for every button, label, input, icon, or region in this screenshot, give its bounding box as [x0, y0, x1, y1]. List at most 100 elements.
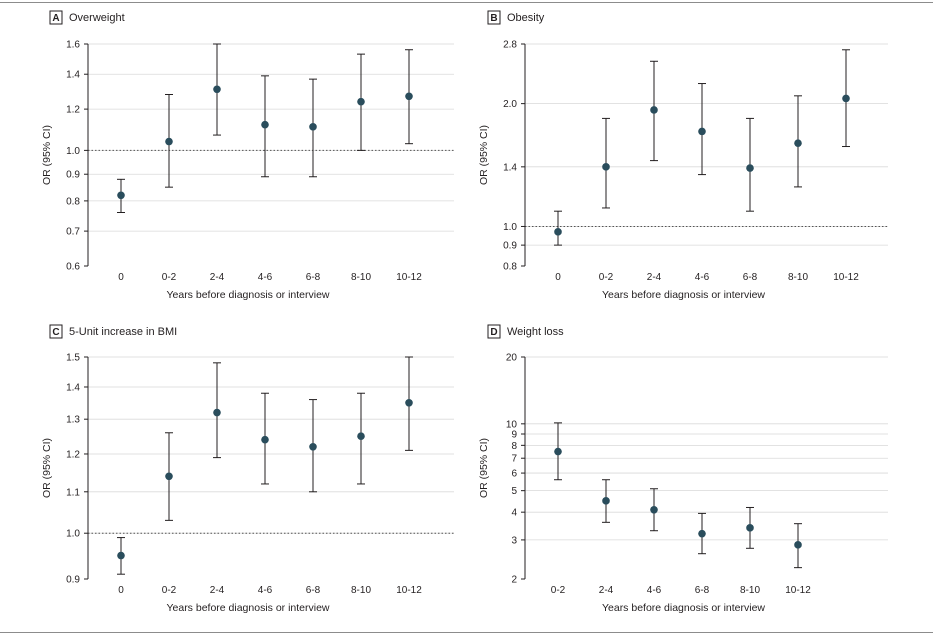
y-tick-label: 1.1: [66, 487, 80, 498]
y-tick-label: 1.2: [66, 449, 80, 460]
y-tick-label: 1.0: [503, 222, 517, 233]
x-tick-label: 8-10: [788, 272, 808, 283]
data-point: [554, 228, 562, 236]
panel-title: Weight loss: [507, 326, 564, 338]
data-point: [117, 191, 125, 200]
data-point: [165, 472, 173, 481]
data-point: [602, 497, 610, 505]
data-point: [357, 432, 365, 441]
x-tick-label: 0-2: [599, 272, 614, 283]
x-tick-label: 8-10: [740, 585, 760, 596]
x-tick-label: 6-8: [306, 272, 321, 283]
x-tick-label: 0: [118, 585, 124, 596]
x-axis-label: Years before diagnosis or interview: [166, 602, 329, 614]
panel-letter: A: [52, 13, 59, 24]
x-tick-label: 4-6: [258, 585, 273, 596]
x-tick-label: 2-4: [210, 585, 225, 596]
data-point: [213, 85, 221, 94]
x-tick-label: 10-12: [396, 272, 422, 283]
data-point: [746, 164, 754, 172]
y-tick-label: 1.0: [66, 146, 80, 157]
x-tick-label: 0: [118, 272, 124, 283]
panel-a: A Overweight 0.6 0.7 0.8 0.9 1.0 1.2 1.4 1.6 0 0-2 2…: [41, 10, 454, 301]
x-axis-label: Years before diagnosis or interview: [602, 289, 765, 301]
y-tick-label: 9: [511, 429, 517, 440]
panel-letter-box: [487, 324, 501, 339]
y-tick-label: 0.8: [503, 262, 517, 273]
y-tick-label: 0.9: [503, 241, 517, 252]
data-point: [261, 120, 269, 129]
y-tick-label: 1.4: [66, 382, 80, 393]
y-tick-label: 4: [511, 508, 517, 519]
y-tick-label: 1.0: [66, 529, 80, 540]
y-tick-label: 3: [511, 535, 517, 546]
x-axis-label: Years before diagnosis or interview: [166, 289, 329, 301]
data-point: [357, 97, 365, 106]
bottom-rule: [0, 632, 933, 633]
data-point: [842, 94, 850, 103]
x-tick-label: 6-8: [695, 585, 710, 596]
x-tick-label: 2-4: [599, 585, 614, 596]
x-tick-label: 0: [555, 272, 561, 283]
data-point: [794, 541, 802, 549]
y-tick-label: 1.6: [66, 40, 80, 51]
data-point: [309, 442, 317, 451]
x-tick-label: 0-2: [551, 585, 566, 596]
y-tick-label: 0.8: [66, 196, 80, 207]
data-point: [650, 106, 658, 114]
top-rule: [0, 2, 933, 3]
data-point: [698, 529, 706, 538]
panel-letter: C: [52, 327, 59, 338]
x-tick-label: 8-10: [351, 272, 371, 283]
y-tick-label: 2.8: [503, 40, 517, 51]
x-tick-label: 10-12: [785, 585, 811, 596]
y-tick-label: 1.3: [66, 415, 80, 426]
x-tick-label: 4-6: [647, 585, 662, 596]
x-tick-label: 10-12: [833, 272, 859, 283]
data-point: [213, 408, 221, 417]
panel-title: 5-Unit increase in BMI: [69, 326, 177, 338]
panel-c: C 5-Unit increase in BMI 0.9 1.0 1.1 1.2 1.3 1.…: [41, 324, 454, 614]
panel-title: Obesity: [507, 12, 545, 24]
data-point: [405, 398, 413, 407]
data-point: [698, 127, 706, 136]
x-tick-label: 8-10: [351, 585, 371, 596]
panel-letter: B: [490, 13, 497, 24]
x-tick-label: 2-4: [647, 272, 662, 283]
x-tick-label: 2-4: [210, 272, 225, 283]
x-tick-label: 6-8: [743, 272, 758, 283]
data-point: [602, 163, 610, 171]
y-tick-label: 5: [511, 486, 517, 497]
y-tick-label: 2: [511, 575, 517, 586]
panel-letter: D: [490, 327, 497, 338]
y-tick-label: 7: [511, 454, 517, 465]
y-axis-label: OR (95% CI): [41, 438, 53, 498]
y-tick-label: 0.9: [66, 170, 80, 181]
y-tick-label: 0.6: [66, 262, 80, 273]
y-tick-label: 8: [511, 441, 517, 452]
panel-letter-box: [49, 10, 63, 25]
panel-letter-box: [487, 10, 501, 25]
y-axis-label: OR (95% CI): [478, 125, 490, 185]
data-point: [650, 505, 658, 514]
y-tick-label: 10: [506, 419, 518, 430]
data-point: [554, 447, 562, 456]
y-tick-label: 0.7: [66, 227, 80, 238]
y-axis-label: OR (95% CI): [41, 125, 53, 185]
data-point: [165, 137, 173, 146]
y-tick-label: 1.4: [503, 162, 517, 173]
y-tick-label: 1.4: [66, 70, 80, 81]
data-point: [794, 139, 802, 147]
data-point: [746, 524, 754, 532]
y-tick-label: 20: [506, 353, 518, 364]
y-tick-label: 1.5: [66, 353, 80, 364]
data-point: [405, 92, 413, 101]
data-point: [117, 551, 125, 560]
panel-letter-box: [49, 324, 63, 339]
data-point: [309, 122, 317, 131]
y-tick-label: 2.0: [503, 99, 517, 110]
x-axis-label: Years before diagnosis or interview: [602, 602, 765, 614]
x-tick-label: 0-2: [162, 272, 177, 283]
